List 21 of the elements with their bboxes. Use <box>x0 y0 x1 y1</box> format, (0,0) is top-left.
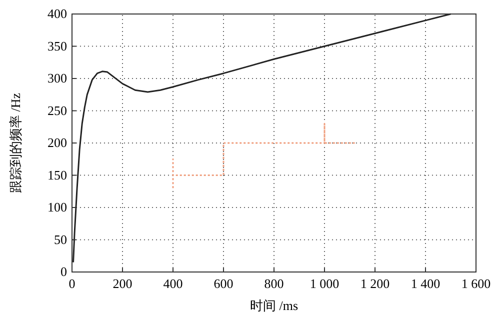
x-tick-label: 600 <box>214 276 234 291</box>
x-tick-label: 1 400 <box>410 276 440 291</box>
y-tick-label: 400 <box>48 6 67 21</box>
line-series <box>172 122 356 189</box>
x-tick-label: 400 <box>163 276 183 291</box>
y-tick-label: 150 <box>48 167 67 182</box>
x-tick-label: 1 200 <box>360 276 390 291</box>
y-tick-label: 0 <box>60 264 67 279</box>
y-tick-label: 250 <box>48 102 67 118</box>
y-tick-label: 350 <box>48 38 67 54</box>
line-series <box>72 13 452 264</box>
x-tick-label: 800 <box>264 276 284 291</box>
y-tick-label: 100 <box>48 200 67 214</box>
y-tick-label: 300 <box>48 70 67 86</box>
x-tick-label: 200 <box>112 276 132 291</box>
x-tick-label: 1 600 <box>461 276 491 291</box>
y-tick-label: 200 <box>48 135 67 150</box>
y-axis-title: 跟踪到的频率 /Hz <box>8 92 23 194</box>
y-tick-label: 50 <box>54 232 67 247</box>
x-tick-label: 1 000 <box>310 276 340 291</box>
x-axis-title: 时间 /ms <box>250 298 298 313</box>
